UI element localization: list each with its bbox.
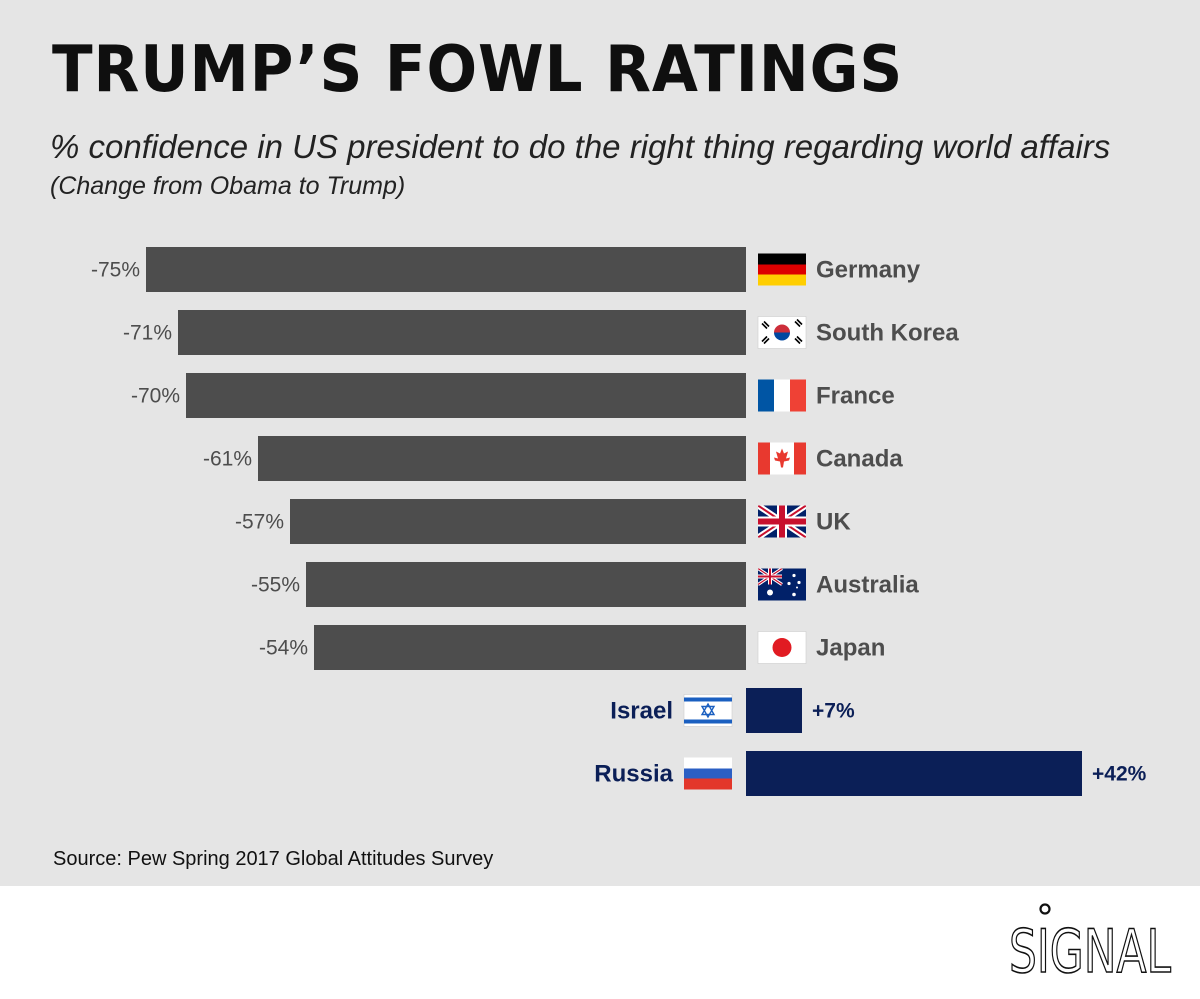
bar-germany bbox=[146, 247, 746, 292]
france-flag-icon bbox=[758, 379, 806, 412]
bar-south-korea bbox=[178, 310, 746, 355]
value-label-japan: -54% bbox=[259, 637, 308, 660]
category-label-uk: UK bbox=[816, 509, 851, 536]
source-note: Source: Pew Spring 2017 Global Attitudes… bbox=[53, 848, 494, 870]
bar-russia bbox=[746, 751, 1082, 796]
signal-logo-wordmark: SIGNAL bbox=[1009, 917, 1171, 978]
bar-chart: -75% Germany -71% South Korea -70% France -61%… bbox=[91, 247, 1147, 796]
value-label-australia: -55% bbox=[251, 574, 300, 597]
australia-flag-icon bbox=[758, 569, 806, 601]
category-label-russia: Russia bbox=[594, 761, 673, 788]
signal-logo-mark: SIGNAL bbox=[1008, 903, 1172, 988]
category-label-germany: Germany bbox=[816, 257, 921, 284]
bar-australia bbox=[306, 562, 746, 607]
value-label-uk: -57% bbox=[235, 511, 284, 534]
south-korea-flag-icon bbox=[757, 315, 807, 350]
value-label-south-korea: -71% bbox=[123, 322, 172, 345]
value-label-israel: +7% bbox=[812, 700, 855, 723]
category-label-canada: Canada bbox=[816, 446, 903, 473]
category-label-japan: Japan bbox=[816, 635, 885, 662]
chart-panel: TRUMP’S FOWL RATINGS % confidence in US … bbox=[0, 0, 1200, 886]
japan-flag-icon bbox=[757, 631, 807, 664]
uk-flag-icon bbox=[758, 506, 806, 538]
value-label-canada: -61% bbox=[203, 448, 252, 471]
value-label-russia: +42% bbox=[1092, 763, 1147, 786]
category-label-israel: Israel bbox=[610, 698, 673, 725]
russia-flag-icon bbox=[684, 757, 732, 790]
bar-canada bbox=[258, 436, 746, 481]
category-label-france: France bbox=[816, 383, 895, 410]
israel-flag-icon bbox=[683, 693, 733, 728]
category-label-australia: Australia bbox=[816, 572, 919, 599]
bar-israel bbox=[746, 688, 802, 733]
category-label-south-korea: South Korea bbox=[816, 320, 959, 347]
germany-flag-icon bbox=[758, 253, 806, 286]
value-label-germany: -75% bbox=[91, 259, 140, 282]
chart-title: TRUMP’S FOWL RATINGS bbox=[52, 33, 904, 107]
chart-subtitle: % confidence in US president to do the r… bbox=[50, 128, 1111, 165]
bar-japan bbox=[314, 625, 746, 670]
canada-flag-icon bbox=[758, 442, 806, 475]
chart-subtitle-note: (Change from Obama to Trump) bbox=[50, 172, 406, 200]
signal-logo: SIGNAL bbox=[1008, 900, 1174, 988]
bar-france bbox=[186, 373, 746, 418]
bar-uk bbox=[290, 499, 746, 544]
bars-layer: -75% Germany -71% South Korea -70% France -61%… bbox=[91, 247, 1147, 796]
value-label-france: -70% bbox=[131, 385, 180, 408]
